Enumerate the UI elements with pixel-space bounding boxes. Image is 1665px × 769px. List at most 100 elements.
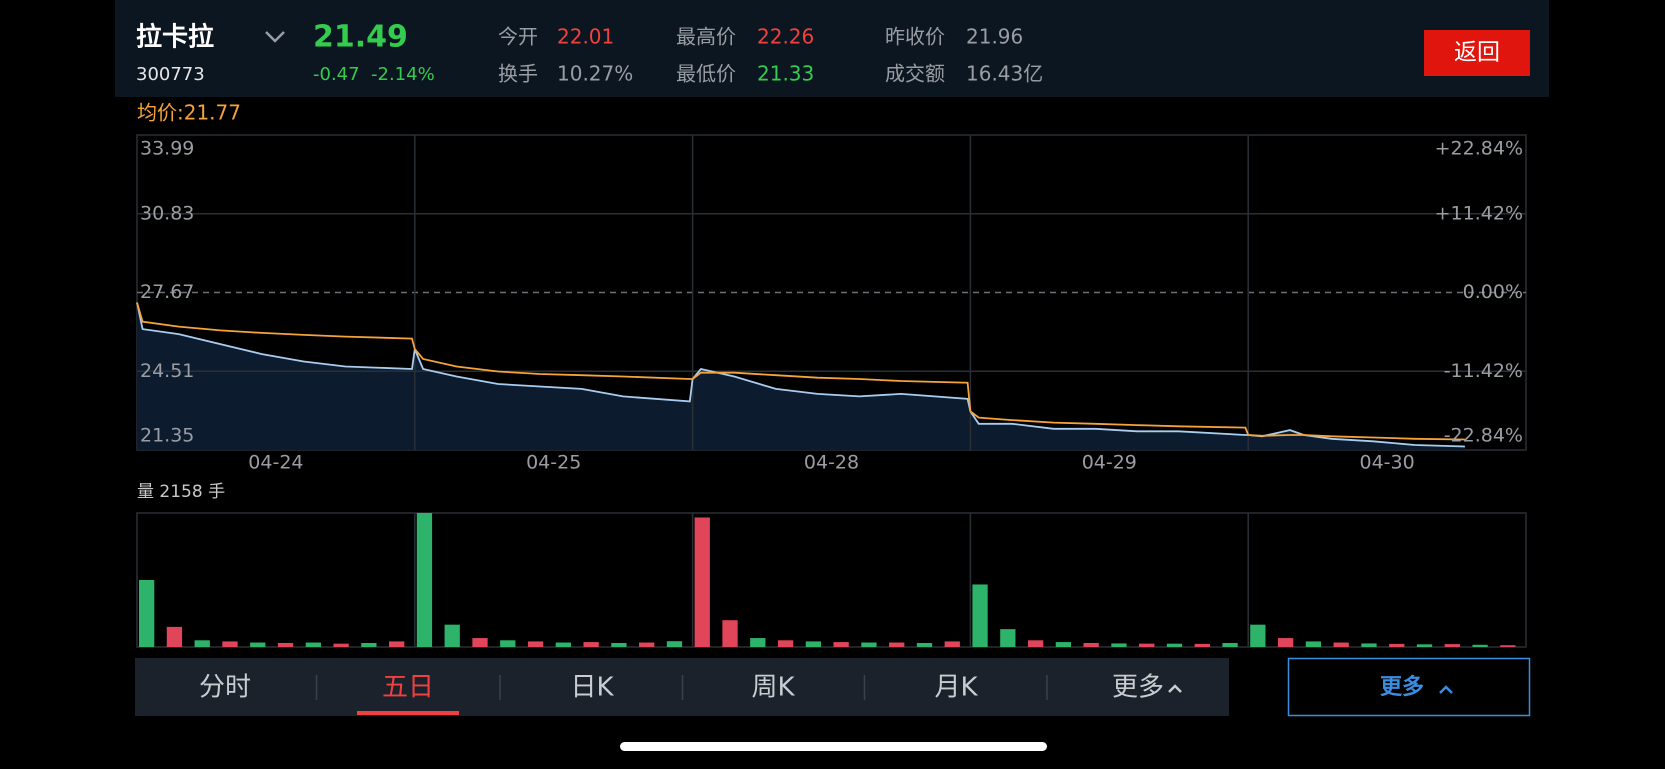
y2-tick-label: +11.42%: [1435, 202, 1523, 224]
volume-bar: [583, 642, 599, 647]
volume-bar: [166, 626, 183, 647]
volume-bar: [1083, 642, 1099, 647]
x-tick-label: 04-25: [526, 452, 581, 474]
volume-bar: [944, 641, 960, 647]
stat-label: 最高价: [676, 25, 736, 49]
y2-tick-label: +22.84%: [1435, 138, 1523, 160]
volume-bar: [1472, 644, 1488, 647]
stat-value: 22.26: [757, 25, 814, 49]
volume-bar: [1055, 642, 1072, 647]
y2-tick-label: -22.84%: [1444, 425, 1523, 447]
stat-label: 成交额: [885, 62, 945, 86]
stat-value: 16.43亿: [966, 62, 1043, 86]
volume-bar: [472, 638, 488, 647]
x-tick-label: 04-28: [804, 452, 859, 474]
volume-bar: [527, 641, 544, 647]
stat-value: 10.27%: [557, 62, 633, 86]
volume-bar: [333, 643, 349, 647]
volume-bar: [222, 641, 238, 647]
volume-bar: [750, 638, 766, 647]
tab-label[interactable]: 五日: [382, 673, 434, 703]
stat-value: 21.96: [966, 25, 1023, 49]
avg-price-line: [136, 302, 1465, 441]
dropdown-chevron[interactable]: [265, 31, 285, 43]
tab-chevron[interactable]: [1168, 684, 1182, 693]
volume-bar: [861, 642, 877, 647]
x-tick-label: 04-24: [248, 452, 303, 474]
volume-bar: [555, 642, 571, 647]
stat-value: 22.01: [557, 25, 614, 49]
more-button-label[interactable]: 更多: [1380, 674, 1424, 700]
y2-tick-label: -11.42%: [1444, 360, 1523, 382]
tab-label[interactable]: 分时: [199, 673, 251, 703]
y-tick-label: 21.35: [140, 425, 194, 447]
volume-bar: [722, 620, 738, 647]
volume-bar: [1222, 642, 1238, 647]
y-tick-label: 24.51: [140, 360, 194, 382]
volume-bar: [277, 642, 294, 647]
volume-bar: [139, 580, 155, 647]
x-tick-label: 04-30: [1359, 452, 1414, 474]
back-button-label[interactable]: 返回: [1454, 40, 1500, 66]
volume-bar: [1111, 643, 1127, 647]
volume-bar: [500, 640, 516, 647]
more-button[interactable]: [1287, 657, 1531, 717]
volume-bar: [916, 642, 933, 647]
stock-change: -0.47 -2.14%: [313, 64, 435, 85]
volume-bar: [1000, 629, 1016, 647]
volume-bar: [250, 642, 266, 647]
stats: 今开 22.01 换手 10.27% 最高价 22.26 最低价 21.33 昨收价 21.96 成…: [498, 25, 1043, 86]
tabs: 分时 五日 日K 周K 月K 更多: [199, 673, 1182, 715]
volume-bar: [1305, 641, 1322, 647]
volume-bar: [805, 641, 821, 647]
stat-label: 昨收价: [885, 25, 945, 49]
volume-bar: [1027, 640, 1044, 647]
volume-bar: [611, 642, 627, 647]
price-chart: 33.99 30.83 27.67 24.51 21.35 +22.84% +11.42% 0…: [136, 134, 1527, 474]
volume-bar: [972, 584, 988, 647]
plot-frame: [136, 512, 1527, 648]
stat-value: 21.33: [757, 62, 814, 86]
volume-bar: [416, 513, 433, 647]
more-button-chevron[interactable]: [1439, 685, 1453, 694]
volume-bar: [361, 642, 377, 647]
volume-chart: [136, 512, 1527, 648]
tab-label[interactable]: 日K: [570, 673, 614, 703]
stat-label: 最低价: [676, 62, 736, 86]
volume-bar: [1444, 644, 1460, 647]
header-bar: [115, 0, 1549, 97]
volume-bar: [639, 642, 655, 647]
tab-label[interactable]: 月K: [934, 673, 978, 703]
stat-label: 今开: [498, 25, 538, 49]
volume-bar: [1333, 642, 1349, 647]
volume-bar: [305, 642, 321, 647]
volume-bar: [666, 641, 683, 647]
volume-bar: [1277, 638, 1294, 647]
tab-label[interactable]: 周K: [751, 673, 795, 703]
volume-bar: [194, 640, 210, 647]
back-button[interactable]: [1424, 30, 1530, 76]
volume-bar: [1250, 624, 1266, 647]
volume-bar: [1416, 644, 1433, 647]
volume-bar: [1389, 643, 1405, 647]
avg-price-annotation: 均价:21.77: [137, 101, 241, 125]
price-area: [137, 302, 1465, 450]
stock-name: 拉卡拉: [136, 22, 214, 53]
volume-bar: [889, 642, 905, 647]
x-tick-label: 04-29: [1082, 452, 1137, 474]
y-tick-label: 30.83: [140, 202, 194, 224]
tab-label[interactable]: 更多: [1112, 673, 1164, 703]
volume-bar: [1194, 643, 1210, 647]
volume-bar: [1139, 643, 1155, 647]
volume-bar: [777, 640, 794, 647]
volume-bar: [1500, 645, 1516, 647]
tab-underline: [357, 711, 459, 715]
stat-label: 换手: [498, 62, 538, 86]
volume-bar: [694, 517, 710, 647]
volume-title: 量 2158 手: [137, 482, 225, 502]
volume-bar: [444, 624, 460, 647]
stock-code: 300773: [136, 64, 205, 85]
volume-bar: [1166, 643, 1183, 647]
